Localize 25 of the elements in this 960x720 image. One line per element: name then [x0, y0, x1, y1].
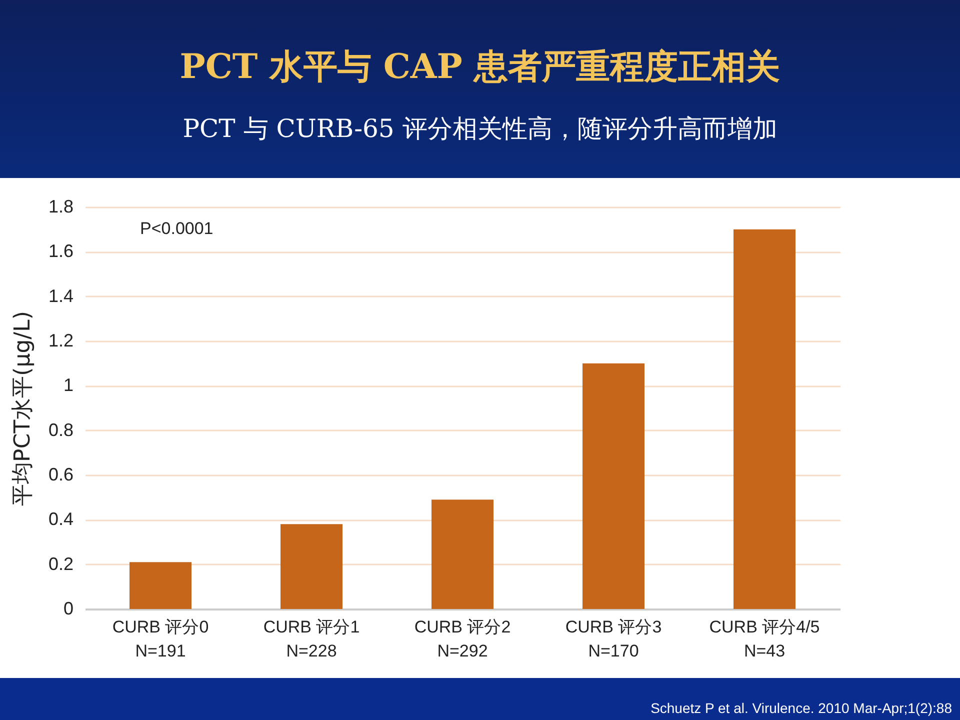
bar — [432, 500, 494, 609]
chart-title: PCT 水平与 CAP 患者严重程度正相关 — [178, 46, 782, 89]
y-tick-label: 1 — [63, 375, 74, 396]
y-axis-title: 平均PCT水平(μg/L) — [10, 311, 36, 506]
chart-subtitle: PCT 与 CURB-65 评分相关性高，随评分升高而增加 — [182, 113, 778, 145]
y-tick-label: 0.6 — [48, 464, 74, 484]
y-tick-label: 1.2 — [48, 330, 74, 350]
x-tick-label: CURB 评分2 N=292 — [414, 618, 511, 660]
y-tick-label: 1.8 — [48, 196, 74, 216]
y-tick-label: 1.4 — [48, 286, 74, 306]
annotation: P<0.0001 — [140, 219, 214, 238]
bar — [582, 363, 644, 609]
x-tick-label: CURB 评分4/5 N=43 — [709, 618, 820, 660]
y-tick-label: 0 — [63, 598, 74, 618]
y-tick-label: 1.6 — [48, 241, 74, 262]
bar — [280, 524, 342, 609]
bar — [130, 562, 192, 609]
x-tick-label: CURB 评分3 N=170 — [565, 618, 662, 660]
x-tick-label: CURB 评分1 N=228 — [263, 618, 360, 660]
bar — [734, 229, 796, 609]
y-tick-label: 0.8 — [48, 420, 74, 440]
x-tick-label: CURB 评分0 N=191 — [112, 618, 209, 660]
text: Schuetz P et al. Virulence. 2010 Mar-Apr;1(2):88 — [650, 700, 952, 716]
y-tick-label: 0.2 — [48, 554, 74, 574]
y-tick-label: 0.4 — [48, 509, 74, 530]
